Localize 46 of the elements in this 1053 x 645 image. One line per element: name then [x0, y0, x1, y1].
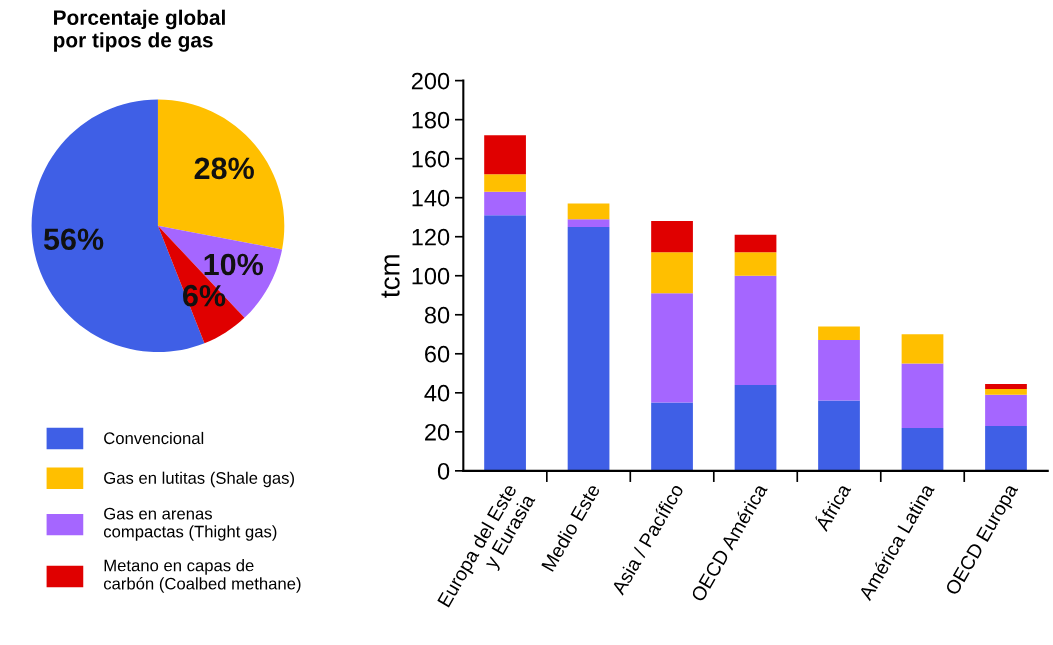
legend-label: Gas en arenas compactas (Thight gas) [103, 507, 277, 541]
bar [484, 174, 526, 192]
bar [734, 275, 777, 385]
bar [734, 234, 777, 253]
data-label: 10% [204, 253, 264, 276]
y-tick-label: 0 [437, 462, 450, 480]
y-tick-label: 120 [412, 228, 450, 246]
bar [484, 215, 526, 471]
bar [985, 425, 1027, 471]
bar [985, 384, 1027, 389]
bar [567, 226, 610, 471]
y-tick-label: 100 [412, 267, 450, 285]
y-tick-label: 200 [411, 72, 450, 90]
bar [484, 191, 526, 216]
bar [484, 135, 526, 175]
bar [901, 427, 944, 471]
pie-slice [157, 99, 285, 250]
legend-label: Metano en capas de carbón (Coalbed methane) [103, 559, 301, 593]
y-tick-label: 40 [424, 384, 450, 402]
bar [567, 203, 610, 220]
bar [818, 340, 860, 401]
y-tick-label: 60 [425, 345, 450, 363]
bar [567, 219, 610, 227]
y-tick-label: 80 [424, 306, 450, 324]
bar [901, 334, 944, 364]
bar [651, 252, 693, 294]
bar [901, 363, 944, 428]
legend-label: Convencional [104, 431, 204, 445]
bar [985, 388, 1027, 395]
y-tick-label: 180 [412, 111, 450, 129]
y-tick-label: 20 [425, 423, 450, 441]
bar [734, 252, 777, 276]
chart-title: Porcentaje global por tipos de gas [54, 9, 225, 52]
bar [651, 402, 693, 471]
y-tick-label: 160 [412, 150, 450, 168]
bar [818, 326, 860, 341]
bar [734, 385, 777, 471]
data-label: 28% [194, 157, 254, 180]
bar [651, 293, 693, 403]
bar [985, 394, 1027, 426]
bar [818, 400, 860, 471]
y-tick-label: 140 [412, 189, 450, 207]
data-label: 56% [43, 228, 104, 251]
legend-label: Gas en lutitas (Shale gas) [104, 471, 294, 488]
bar [651, 221, 693, 253]
y-axis-title: tcm [381, 255, 400, 298]
